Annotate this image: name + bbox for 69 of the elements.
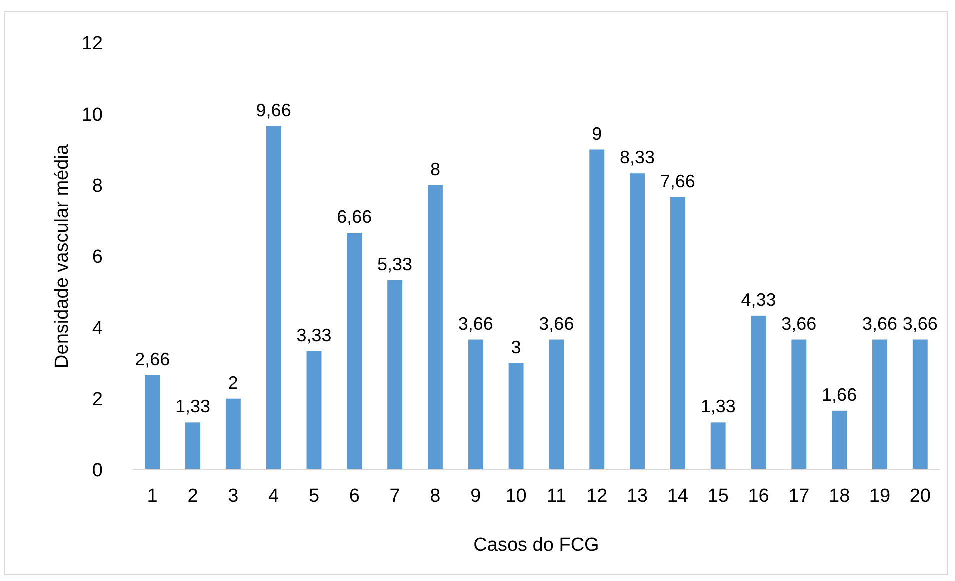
x-tick-label: 2 bbox=[188, 486, 198, 507]
x-tick-label: 9 bbox=[470, 486, 482, 507]
bar bbox=[428, 185, 443, 470]
y-tick-label: 6 bbox=[92, 247, 103, 268]
data-label: 3,66 bbox=[782, 314, 817, 334]
bar bbox=[145, 375, 160, 470]
bar bbox=[751, 316, 766, 470]
data-label: 8,33 bbox=[620, 148, 656, 168]
data-label: 5,33 bbox=[378, 254, 413, 274]
data-label: 1,66 bbox=[822, 384, 858, 405]
x-tick-label: 11 bbox=[546, 486, 567, 507]
x-tick-label: 19 bbox=[869, 486, 891, 507]
x-tick-label: 20 bbox=[910, 486, 931, 507]
bar bbox=[388, 280, 403, 470]
data-label: 1,33 bbox=[700, 396, 736, 417]
bar bbox=[590, 150, 605, 470]
data-label: 9,66 bbox=[256, 100, 292, 120]
x-tick-label: 18 bbox=[829, 486, 850, 507]
data-label: 3,66 bbox=[458, 314, 494, 334]
data-label: 3,66 bbox=[539, 314, 574, 334]
y-tick-label: 8 bbox=[92, 176, 103, 197]
bar bbox=[832, 410, 848, 470]
data-label: 3,66 bbox=[862, 314, 898, 334]
bar bbox=[630, 174, 646, 470]
x-tick-label: 12 bbox=[586, 486, 608, 507]
bar bbox=[549, 340, 564, 470]
bar bbox=[710, 422, 726, 470]
bar bbox=[670, 197, 686, 470]
x-tick-label: 15 bbox=[708, 486, 729, 507]
x-tick-label: 13 bbox=[626, 486, 648, 507]
y-tick-label: 10 bbox=[82, 104, 103, 126]
x-tick-label: 5 bbox=[308, 486, 320, 507]
data-label: 6,66 bbox=[337, 207, 372, 228]
x-tick-label: 17 bbox=[788, 486, 810, 507]
x-tick-label: 1 bbox=[147, 486, 158, 507]
x-axis-title: Casos do FCG bbox=[474, 535, 600, 556]
x-tick-label: 16 bbox=[748, 486, 770, 507]
x-tick-label: 8 bbox=[430, 486, 441, 507]
data-label: 4,33 bbox=[741, 290, 776, 310]
y-tick-label: 12 bbox=[82, 34, 103, 55]
data-label: 2,66 bbox=[135, 349, 170, 370]
bar bbox=[306, 352, 322, 470]
y-tick-label: 4 bbox=[92, 318, 104, 340]
x-tick-label: 14 bbox=[667, 486, 689, 507]
data-label: 3,33 bbox=[296, 326, 332, 346]
data-label: 2 bbox=[228, 372, 238, 393]
bar bbox=[468, 340, 484, 470]
y-tick-label: 2 bbox=[92, 389, 103, 410]
x-tick-label: 4 bbox=[268, 486, 280, 507]
x-tick-label: 7 bbox=[390, 486, 400, 507]
data-label: 3,66 bbox=[902, 314, 938, 334]
x-tick-label: 10 bbox=[506, 486, 527, 507]
data-label: 7,66 bbox=[660, 171, 696, 192]
bar bbox=[266, 126, 282, 470]
x-tick-label: 6 bbox=[349, 486, 360, 507]
data-label: 1,33 bbox=[175, 396, 211, 417]
data-label: 8 bbox=[430, 159, 440, 180]
y-tick-label: 0 bbox=[92, 460, 103, 482]
bar bbox=[912, 340, 928, 470]
bar bbox=[872, 340, 888, 470]
data-label: 3 bbox=[511, 337, 522, 358]
bar bbox=[347, 233, 362, 470]
bar bbox=[792, 340, 807, 470]
y-axis-title: Densidade vascular média bbox=[52, 144, 73, 368]
x-tick-label: 3 bbox=[228, 486, 239, 507]
bar bbox=[186, 422, 200, 470]
bar bbox=[508, 363, 524, 470]
data-label: 9 bbox=[592, 124, 602, 144]
bar bbox=[226, 398, 241, 470]
